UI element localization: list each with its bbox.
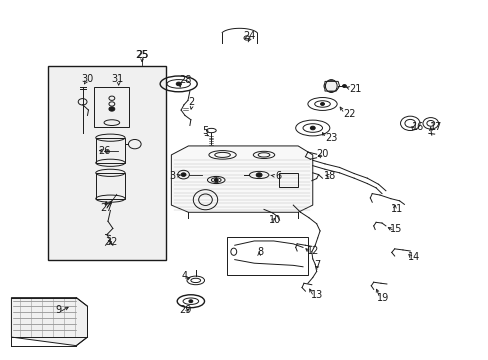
Circle shape: [256, 173, 262, 177]
Text: 7: 7: [314, 260, 320, 270]
Circle shape: [342, 85, 346, 87]
Circle shape: [188, 300, 192, 303]
Text: 31: 31: [111, 74, 123, 84]
Text: 18: 18: [323, 171, 335, 181]
Text: 21: 21: [349, 84, 361, 94]
Text: 15: 15: [389, 225, 402, 234]
Text: 24: 24: [243, 31, 255, 41]
Bar: [94, 87, 129, 127]
Circle shape: [320, 103, 324, 105]
Text: 26: 26: [98, 145, 110, 156]
Text: 20: 20: [316, 149, 328, 159]
Bar: [96, 173, 125, 199]
Text: 3: 3: [169, 171, 175, 181]
Text: 25: 25: [136, 50, 148, 60]
Bar: [96, 138, 125, 163]
Text: 17: 17: [428, 122, 441, 132]
Text: 11: 11: [390, 204, 402, 215]
Polygon shape: [171, 146, 312, 212]
Text: 22: 22: [343, 109, 355, 119]
Circle shape: [109, 107, 115, 111]
Polygon shape: [325, 81, 339, 91]
Text: 23: 23: [325, 133, 337, 143]
Circle shape: [176, 82, 181, 86]
Circle shape: [214, 179, 218, 181]
Bar: [227, 237, 307, 275]
Text: 6: 6: [275, 171, 281, 181]
Text: 14: 14: [407, 252, 420, 262]
Text: 25: 25: [135, 50, 148, 60]
Circle shape: [310, 126, 315, 130]
Text: 2: 2: [188, 97, 195, 107]
Text: 8: 8: [257, 247, 263, 257]
Text: 4: 4: [182, 271, 188, 281]
Text: 10: 10: [268, 215, 280, 225]
Polygon shape: [11, 298, 87, 346]
Text: 1: 1: [213, 176, 219, 186]
Text: 32: 32: [105, 237, 118, 247]
Text: 27: 27: [101, 203, 113, 213]
Text: 5: 5: [202, 126, 208, 135]
Text: 9: 9: [55, 305, 61, 315]
Text: 30: 30: [81, 74, 93, 84]
Text: 13: 13: [310, 291, 322, 301]
Text: 29: 29: [179, 305, 191, 315]
Circle shape: [181, 173, 185, 176]
Bar: [278, 173, 298, 187]
Text: 12: 12: [306, 246, 318, 256]
Text: 19: 19: [377, 293, 389, 303]
Text: 28: 28: [179, 75, 191, 85]
Text: 16: 16: [410, 122, 423, 132]
Bar: [48, 66, 165, 260]
